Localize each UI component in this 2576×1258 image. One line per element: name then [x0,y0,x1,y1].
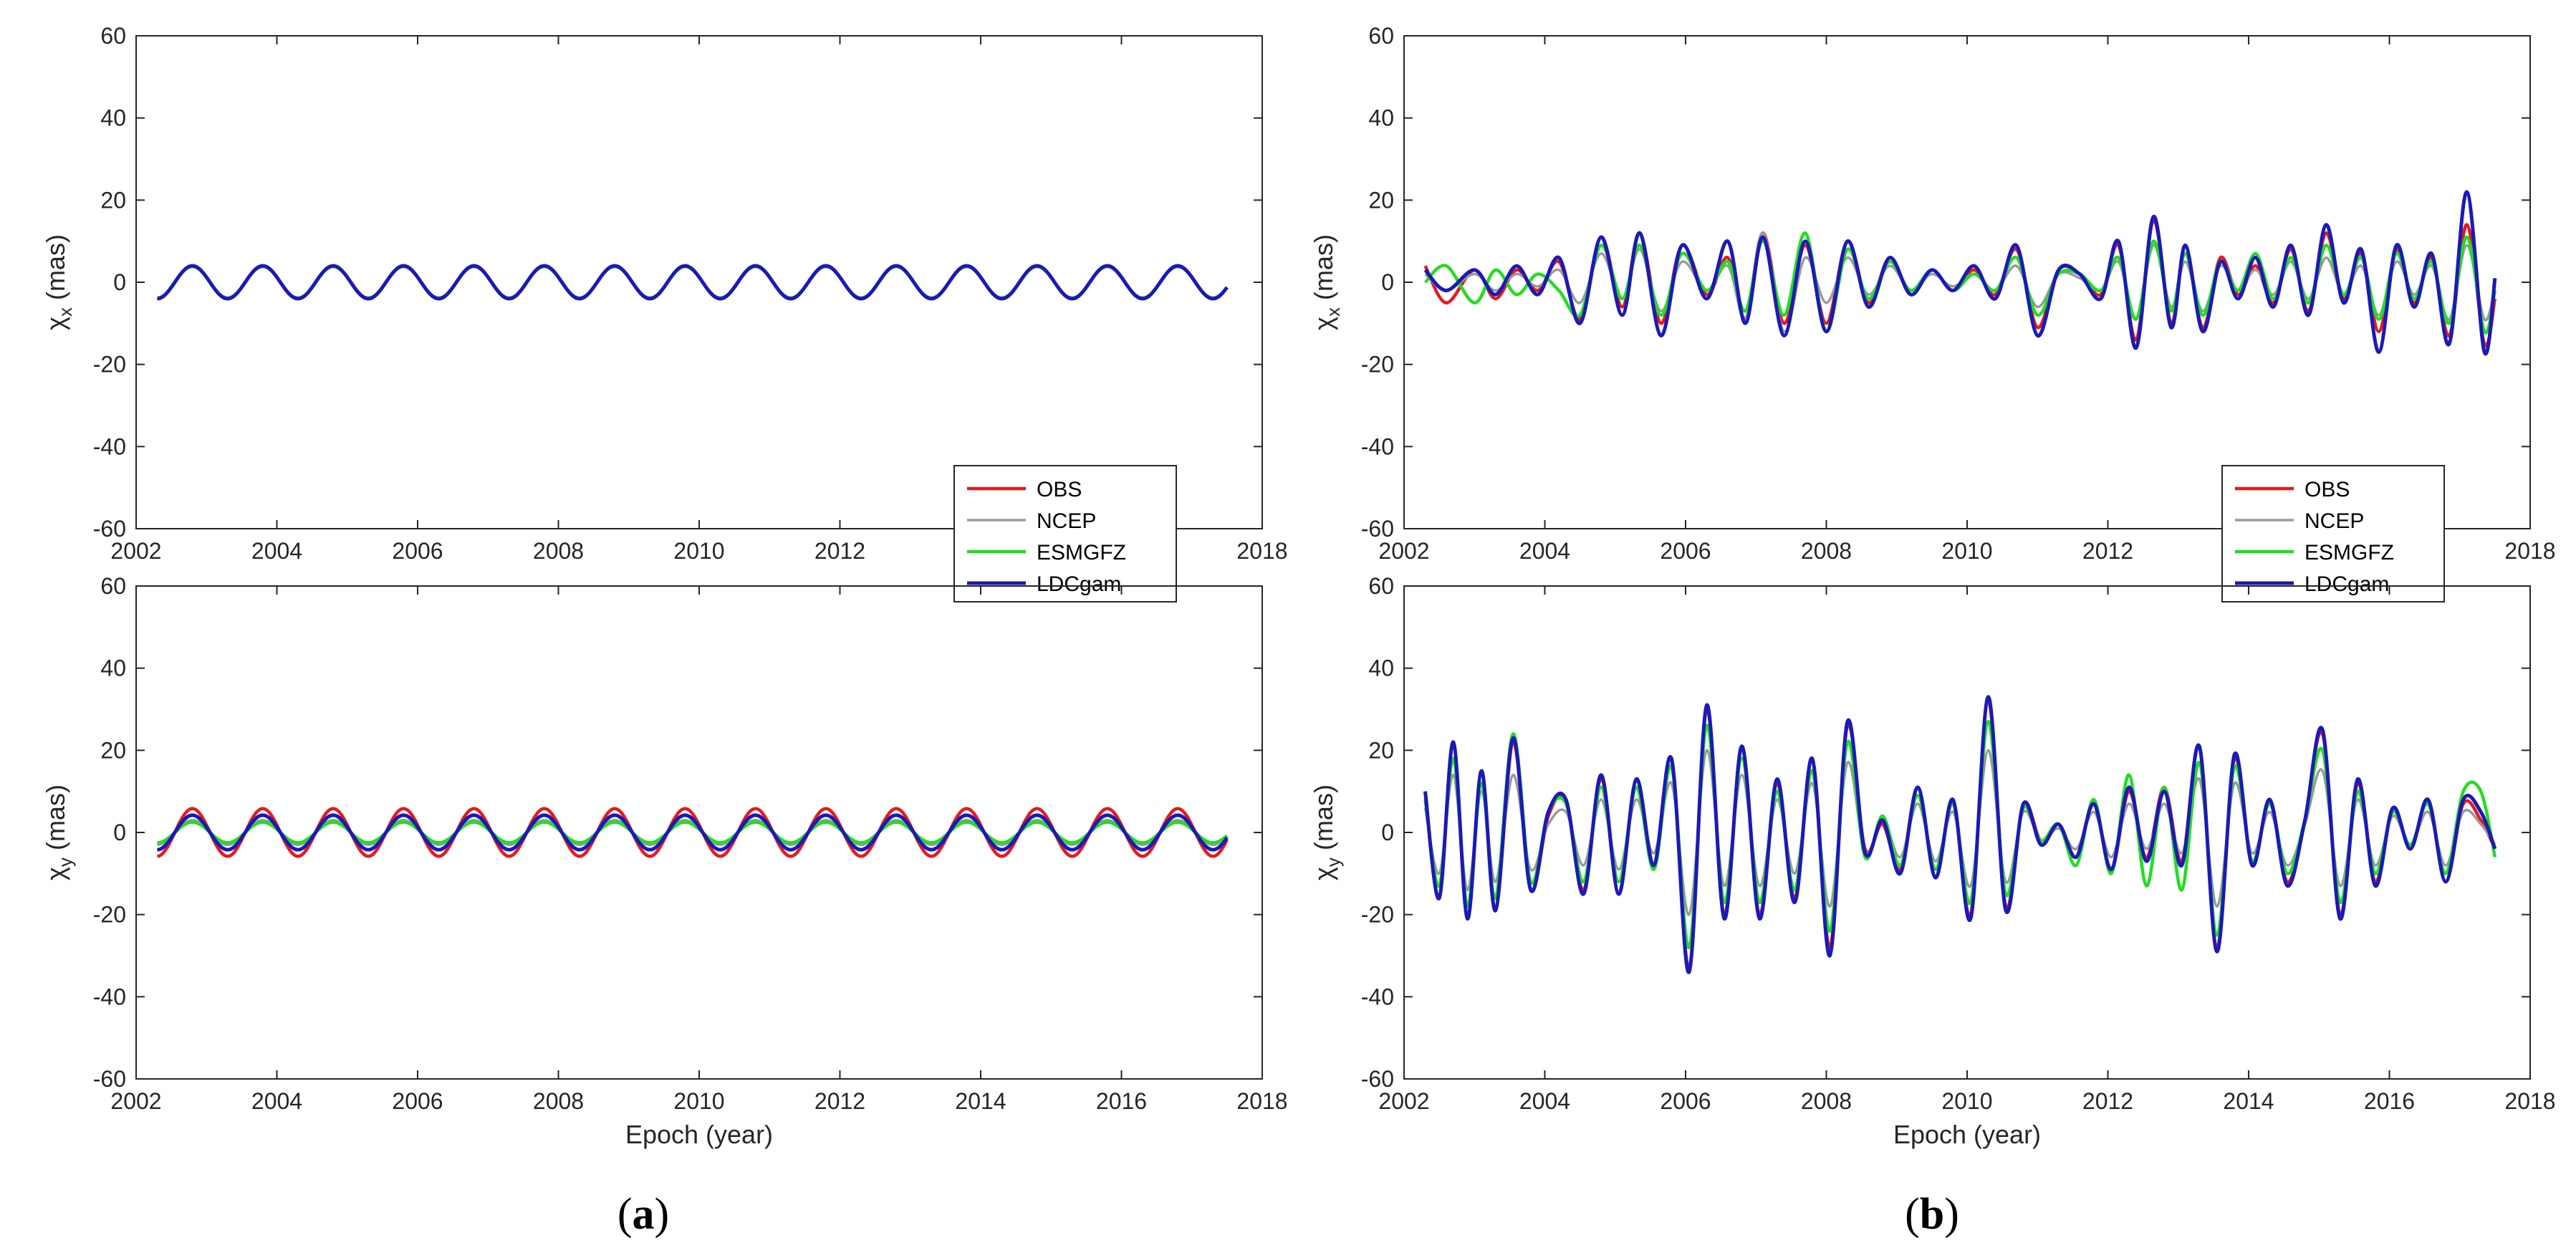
y-tick-label: 0 [113,269,126,295]
legend: OBS NCEP ESMGFZ LDCgam [953,465,1177,602]
y-tick-label: -60 [1361,516,1394,542]
x-tick-label: 2018 [1236,538,1287,564]
x-tick-label: 2006 [1660,538,1711,564]
x-tick-label: 2014 [955,1088,1006,1114]
y-tick-label: 60 [1368,23,1394,49]
x-tick-label: 2016 [1096,1088,1147,1114]
x-tick-label: 2018 [1236,1088,1287,1114]
x-tick-label: 2008 [1801,538,1852,564]
x-tick-label: 2014 [2223,1088,2274,1114]
y-tick-label: 20 [100,737,126,763]
x-tick-label: 2010 [1941,1088,1992,1114]
axes-frame [135,35,1263,529]
y-tick-label: 20 [1368,187,1394,213]
y-axis-label: χy (mas) [41,784,76,880]
legend-label-obs: OBS [2305,478,2350,501]
y-tick-label: 60 [1368,573,1394,599]
series-line-ldcgam [1423,190,2497,356]
chart-a-bottom: 2002 2004 2006 2008 2010 2012 2014 2016 2018 -60 -… [41,573,1288,1149]
x-tick-label: 2012 [2082,538,2133,564]
panel-label-a: (a) [617,1190,669,1239]
x-tick-label: 2002 [110,1088,161,1114]
y-tick-label: -40 [93,984,126,1009]
y-axis-label: χy (mas) [1309,784,1344,880]
x-tick-label: 2002 [1378,1088,1429,1114]
axes-frame [135,585,1263,1080]
legend-label-esmgfz: ESMGFZ [2305,541,2394,565]
x-tick-label: 2002 [110,538,161,564]
x-tick-label: 2010 [673,1088,724,1114]
y-axis-label: χx (mas) [41,234,76,330]
x-tick-label: 2002 [1378,538,1429,564]
y-tick-label: 0 [1381,269,1394,295]
y-tick-label: 60 [100,573,126,599]
x-tick-label: 2008 [533,538,584,564]
chart-b-bottom: 2002 2004 2006 2008 2010 2012 2014 2016 2018 -60 -… [1309,573,2556,1149]
series-line-ldcgam [157,264,1229,301]
y-tick-label: -60 [93,1066,126,1092]
x-tick-label: 2008 [533,1088,584,1114]
y-tick-label: -40 [93,433,126,459]
y-tick-label: 0 [113,820,126,845]
y-tick-label: 40 [100,105,126,131]
y-tick-label: 40 [100,656,126,681]
series-line-obs [157,807,1229,858]
x-tick-label: 2012 [814,1088,865,1114]
chart-b-top: 200220042006200820102012201420162018-60-… [1309,23,2556,564]
x-tick-label: 2012 [2082,1088,2133,1114]
x-tick-label: 2004 [1519,538,1570,564]
y-tick-label: -20 [93,352,126,378]
y-tick-label: -20 [1361,352,1394,378]
x-tick-label: 2018 [2504,1088,2555,1114]
y-tick-label: -40 [1361,984,1394,1009]
y-tick-label: 40 [1368,656,1394,681]
x-tick-label: 2016 [2364,1088,2415,1114]
y-tick-label: -20 [1361,902,1394,928]
x-axis-label: Epoch (year) [1893,1120,2041,1149]
panel-label-b: (b) [1905,1190,1959,1239]
x-tick-label: 2006 [1660,1088,1711,1114]
x-tick-label: 2008 [1801,1088,1852,1114]
series-line-esmgfz [157,820,1229,845]
y-tick-label: -20 [93,902,126,928]
legend: OBS NCEP ESMGFZ LDCgam [2221,465,2445,602]
legend-label-ncep: NCEP [1037,509,1096,533]
x-tick-label: 2006 [392,538,443,564]
legend-label-esmgfz: ESMGFZ [1037,541,1126,565]
y-tick-label: -60 [93,516,126,542]
x-tick-label: 2004 [251,538,302,564]
series-line-ldcgam [157,813,1229,852]
x-tick-label: 2012 [814,538,865,564]
axes-frame [1403,35,2531,529]
y-tick-label: 0 [1381,820,1394,845]
y-tick-label: -40 [1361,433,1394,459]
legend-label-ncep: NCEP [2305,509,2364,533]
legend-label-ldcgam: LDCgam [1037,572,1121,596]
y-axis-label: χx (mas) [1309,234,1344,330]
x-tick-label: 2004 [251,1088,302,1114]
x-tick-label: 2010 [673,538,724,564]
legend-label-obs: OBS [1037,478,1082,501]
x-tick-label: 2004 [1519,1088,1570,1114]
x-tick-label: 2010 [1941,538,1992,564]
legend-label-ldcgam: LDCgam [2305,572,2389,596]
x-axis-label: Epoch (year) [625,1120,773,1149]
x-tick-label: 2018 [2504,538,2555,564]
y-tick-label: -60 [1361,1066,1394,1092]
x-tick-label: 2006 [392,1088,443,1114]
y-tick-label: 40 [1368,105,1394,131]
y-tick-label: 20 [1368,737,1394,763]
y-tick-label: 20 [100,187,126,213]
y-tick-label: 60 [100,23,126,49]
series-line-ldcgam [1423,695,2497,974]
